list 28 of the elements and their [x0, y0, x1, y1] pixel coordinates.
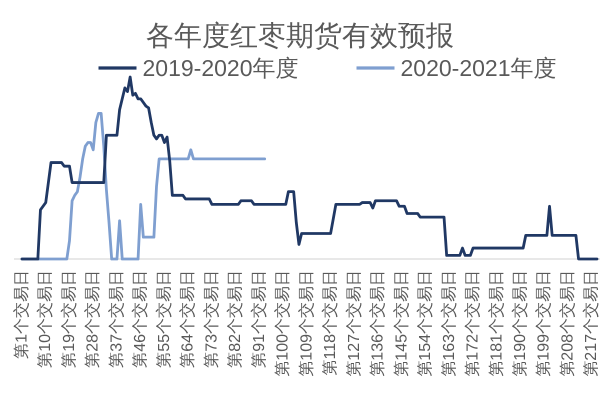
- x-tick-label: 第190个交易日: [511, 270, 530, 377]
- x-tick-label: 第199个交易日: [534, 270, 553, 377]
- x-tick-label: 第145个交易日: [392, 270, 410, 377]
- x-tick-label: 第91个交易日: [250, 270, 268, 368]
- x-tick-label: 第1个交易日: [12, 270, 30, 359]
- legend-label: 2019-2020年度: [142, 55, 298, 81]
- x-tick-label: 第10个交易日: [36, 270, 54, 368]
- x-tick-label: 第64个交易日: [178, 270, 197, 368]
- chart-title: 各年度红枣期货有效预报: [146, 20, 454, 51]
- legend-label: 2020-2021年度: [400, 55, 556, 81]
- x-tick-label: 第55个交易日: [154, 270, 173, 368]
- x-tick-label: 第46个交易日: [131, 270, 150, 368]
- x-tick-label: 第82个交易日: [226, 270, 244, 368]
- x-tick-label: 第181个交易日: [487, 270, 506, 377]
- x-tick-label: 第109个交易日: [297, 270, 316, 377]
- x-tick-label: 第217个交易日: [582, 270, 600, 377]
- x-tick-label: 第127个交易日: [344, 270, 363, 377]
- x-tick-label: 第208个交易日: [558, 270, 576, 377]
- x-tick-label: 第136个交易日: [368, 270, 387, 377]
- x-tick-label: 第37个交易日: [107, 270, 126, 368]
- x-tick-label: 第118个交易日: [321, 270, 340, 376]
- x-tick-label: 第73个交易日: [202, 270, 220, 368]
- x-tick-label: 第154个交易日: [416, 270, 434, 377]
- x-tick-label: 第19个交易日: [60, 270, 78, 368]
- x-tick-label: 第100个交易日: [274, 270, 292, 377]
- x-tick-label: 第28个交易日: [84, 270, 102, 368]
- x-tick-label: 第172个交易日: [464, 270, 482, 377]
- x-tick-label: 第163个交易日: [440, 270, 458, 377]
